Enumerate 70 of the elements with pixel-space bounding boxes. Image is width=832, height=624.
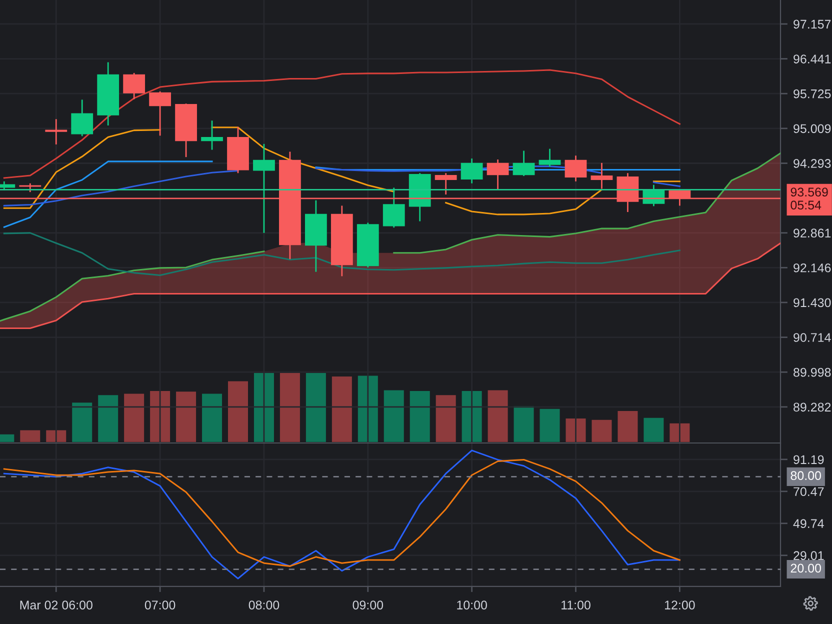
x-tick-label: 08:00 — [248, 600, 280, 610]
y-tick-label: 94.293 — [794, 159, 831, 168]
bar — [98, 395, 118, 442]
y-tick-label: 91.430 — [794, 298, 831, 308]
candlestick — [538, 148, 561, 168]
candlestick — [123, 72, 146, 100]
bar — [280, 373, 300, 442]
bar — [228, 381, 248, 442]
bar — [202, 394, 222, 442]
y-tick-label: 95.725 — [794, 89, 831, 98]
ref-line-label: 93.569 05:54 — [790, 188, 828, 210]
bar — [488, 390, 508, 442]
candlestick — [149, 90, 171, 136]
bar — [644, 418, 664, 442]
candlestick — [486, 158, 509, 190]
bar — [462, 390, 482, 442]
bar — [358, 376, 378, 442]
x-tick-label: 10:00 — [457, 600, 487, 610]
x-tick-label: 12:00 — [665, 600, 695, 610]
y-tick-label: 95.009 — [794, 124, 831, 134]
y-tick-label: 90.714 — [794, 333, 831, 342]
line-series — [0, 242, 780, 330]
candlestick — [590, 162, 613, 190]
bar — [384, 390, 404, 442]
y-tick-label: 29.01 — [794, 551, 824, 560]
y-tick-label: 92.146 — [794, 263, 831, 272]
bar — [20, 430, 40, 442]
bar — [124, 394, 144, 442]
candlestick — [382, 187, 405, 228]
bar — [306, 373, 326, 442]
candlestick — [201, 120, 223, 150]
x-tick-label: 11:00 — [562, 600, 590, 610]
y-tick-label: 96.441 — [794, 54, 831, 64]
bar — [592, 420, 612, 442]
candlestick — [71, 98, 94, 137]
y-tick-label: 92.861 — [794, 228, 831, 238]
bar — [46, 430, 66, 442]
y-tick-label: 89.998 — [794, 368, 831, 377]
y-tick-label: 49.74 — [793, 519, 824, 528]
ref-line-label: 80.00 — [790, 471, 822, 480]
candlestick — [253, 143, 275, 234]
bar — [176, 392, 196, 442]
bar — [254, 373, 274, 442]
bar — [540, 408, 560, 442]
bar — [410, 390, 430, 442]
line-series — [3, 458, 680, 567]
bar — [514, 406, 534, 442]
line-series — [3, 69, 680, 179]
y-tick-label: 89.282 — [794, 402, 831, 412]
bar — [670, 423, 690, 442]
x-tick-label: 09:00 — [352, 600, 384, 610]
y-tick-label: 97.157 — [794, 20, 831, 29]
candlestick — [434, 172, 457, 196]
bar — [72, 402, 92, 442]
bar — [566, 418, 586, 442]
y-tick-label: 70.47 — [794, 487, 824, 496]
ref-line-label: 20.00 — [790, 564, 822, 573]
line-series — [3, 232, 680, 276]
x-tick-label: Mar 02 06:00 — [20, 600, 92, 610]
bar — [618, 410, 638, 442]
candlestick — [460, 158, 483, 184]
candlestick — [45, 118, 68, 146]
y-tick-label: 91.19 — [794, 455, 824, 464]
line-series — [3, 450, 680, 580]
candlestick — [512, 150, 535, 177]
candlestick — [564, 154, 587, 182]
bar — [332, 376, 352, 442]
bar — [150, 390, 170, 442]
x-tick-label: 07:00 — [144, 600, 176, 610]
bar — [436, 395, 456, 442]
